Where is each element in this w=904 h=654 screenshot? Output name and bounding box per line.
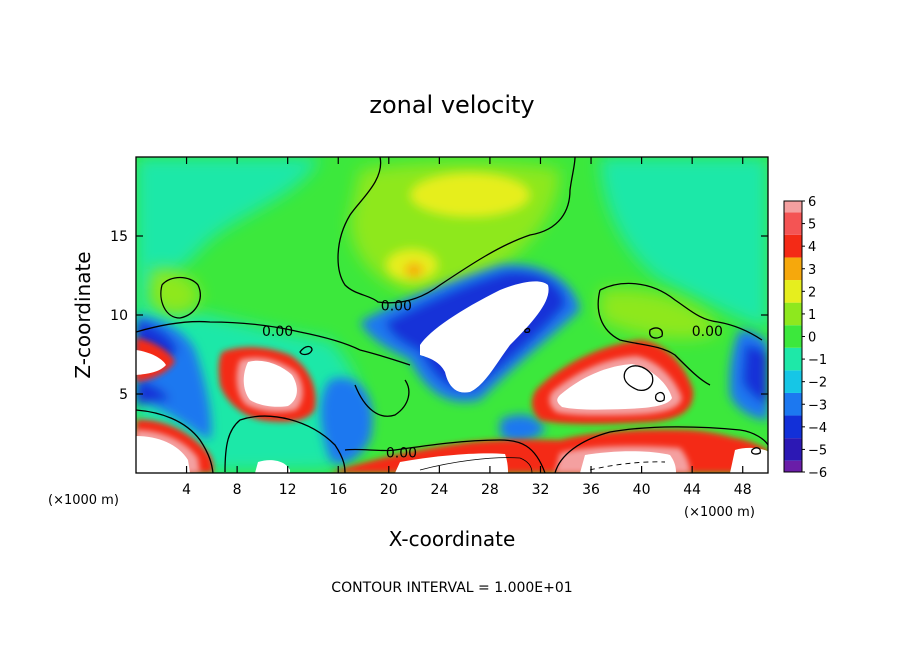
colorbar-label: −5 xyxy=(808,443,827,458)
field-region xyxy=(410,173,530,217)
contour-line xyxy=(599,282,763,341)
contour-line xyxy=(359,349,411,366)
colorbar-label: 5 xyxy=(808,218,816,233)
field-region xyxy=(405,263,423,277)
contour-line xyxy=(337,157,576,304)
contour-line xyxy=(654,391,666,402)
x-tick-label: 36 xyxy=(582,482,600,498)
field-region xyxy=(600,157,768,330)
field-region xyxy=(136,380,170,405)
contour-interval-note: CONTOUR INTERVAL = 1.000E+01 xyxy=(331,580,572,596)
field-saturated-region xyxy=(136,350,166,375)
x-tick-label: 48 xyxy=(734,482,752,498)
contour-line xyxy=(354,379,410,417)
contour-labels: 0.00 0.00 0.00 0.00 xyxy=(262,299,723,462)
field-positive-mid xyxy=(386,173,530,281)
colorbar-label: 0 xyxy=(808,331,816,346)
colorbar-label: 1 xyxy=(808,308,816,323)
contour-lines xyxy=(136,157,768,473)
contour-label: 0.00 xyxy=(692,324,723,340)
x-tick-label: 16 xyxy=(329,482,347,498)
colorbar-label: −2 xyxy=(808,376,827,391)
contour-line xyxy=(524,327,531,334)
x-tick-label: 40 xyxy=(633,482,651,498)
field-saturated-region xyxy=(420,281,549,393)
contour-line xyxy=(597,289,711,386)
contour-line xyxy=(299,345,313,356)
x-tick-label: 24 xyxy=(430,482,448,498)
field-region xyxy=(600,289,720,339)
x-unit-label-left: (×1000 m) xyxy=(48,493,119,508)
contour-line xyxy=(419,457,533,473)
colorbar-label: −3 xyxy=(808,398,827,413)
colorbar-swatch xyxy=(784,370,802,393)
colorbar-swatch xyxy=(784,212,802,235)
colorbar-label: −6 xyxy=(808,466,827,481)
field-region xyxy=(320,378,373,464)
contour-line xyxy=(136,320,361,351)
contour-line xyxy=(554,426,768,473)
colorbar-label: 6 xyxy=(808,195,816,210)
field-saturated-region xyxy=(557,364,672,410)
contour-line xyxy=(344,439,546,473)
field-region xyxy=(136,157,320,305)
colorbar-label: 4 xyxy=(808,240,816,255)
colorbar-swatch xyxy=(784,438,802,461)
colorbar-swatch xyxy=(784,234,802,258)
x-axis-label: X-coordinate xyxy=(389,527,516,551)
field-saturated-region xyxy=(243,360,297,407)
colorbar-swatch xyxy=(784,257,802,281)
contour-line xyxy=(224,415,346,473)
y-tick-label: 5 xyxy=(119,387,128,403)
field-saturated-region xyxy=(580,451,676,473)
contour-label: 0.00 xyxy=(262,324,293,340)
colorbar-label: −4 xyxy=(808,421,827,436)
chart-title: zonal velocity xyxy=(369,91,534,119)
x-unit-label-right: (×1000 m) xyxy=(684,505,755,520)
x-tick-label: 44 xyxy=(683,482,701,498)
colorbar-label: 2 xyxy=(808,285,816,300)
y-axis-label: Z-coordinate xyxy=(71,251,95,378)
field-saturated xyxy=(136,281,768,473)
field-saturated-region xyxy=(136,436,190,473)
colorbar-swatch xyxy=(784,201,802,213)
contour-line xyxy=(160,276,201,319)
field-region xyxy=(742,345,768,405)
x-tick-label: 12 xyxy=(279,482,297,498)
y-tick-label: 15 xyxy=(110,229,128,245)
plot-area xyxy=(136,157,768,473)
contour-line xyxy=(649,327,663,339)
colorbar: −6 −5 −4 −3 −2 −1 0 1 2 3 4 5 6 xyxy=(783,195,827,481)
field-saturated-region xyxy=(730,447,768,473)
colorbar-swatch xyxy=(784,302,802,326)
colorbar-swatch xyxy=(784,325,802,348)
colorbar-swatch xyxy=(784,392,802,416)
field-saturated-region xyxy=(255,460,290,473)
colorbar-label: −1 xyxy=(808,353,827,368)
colorbar-swatch xyxy=(784,460,802,472)
contour-line xyxy=(623,365,654,391)
x-tick-label: 4 xyxy=(182,482,191,498)
x-tick-label: 32 xyxy=(532,482,550,498)
colorbar-label: 3 xyxy=(808,263,816,278)
contour-label: 0.00 xyxy=(386,445,417,461)
colorbar-swatch xyxy=(784,347,802,371)
contour-line xyxy=(136,409,214,473)
colorbar-swatch xyxy=(784,280,802,303)
field-region xyxy=(500,414,545,442)
contour-line xyxy=(589,461,666,471)
colorbar-swatch xyxy=(784,415,802,439)
x-tick-label: 8 xyxy=(233,482,242,498)
contour-label: 0.00 xyxy=(381,299,412,315)
x-tick-label: 28 xyxy=(481,482,499,498)
contour-line xyxy=(750,447,762,455)
y-tick-label: 10 xyxy=(110,308,128,324)
x-tick-label: 20 xyxy=(380,482,398,498)
